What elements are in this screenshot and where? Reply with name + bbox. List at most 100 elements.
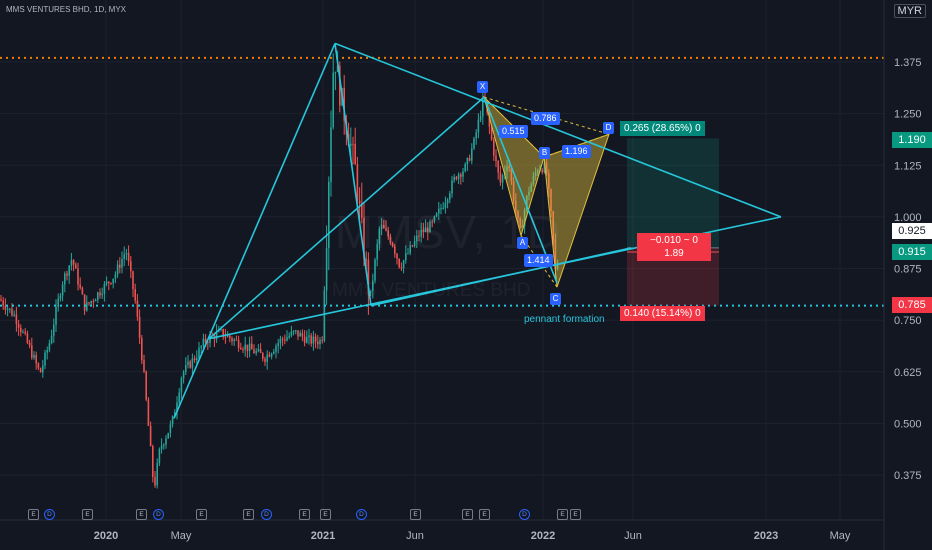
dividend-event-icon[interactable]: D (356, 509, 367, 520)
candle-body (321, 339, 323, 341)
candle-body (77, 268, 79, 285)
candle-body (532, 175, 535, 185)
candle-body (97, 292, 99, 300)
candle-body (2, 300, 4, 306)
candle-body (358, 200, 361, 204)
candle-body (46, 350, 48, 353)
candle-body (457, 174, 460, 180)
candle-body (413, 240, 416, 247)
candle-body (141, 338, 143, 361)
candle-body (6, 308, 9, 310)
price-axis[interactable]: 1.375 1.250 1.125 1.000 0.875 0.750 0.625 0.500… (883, 0, 922, 550)
candle-body (196, 357, 198, 361)
candle-body (262, 352, 264, 359)
x-tick-label: May (171, 530, 192, 542)
earnings-event-icon[interactable]: E (136, 509, 147, 520)
candle-body (290, 331, 293, 336)
candle-body (20, 327, 22, 332)
candle-body (352, 143, 354, 145)
candle-body (418, 235, 420, 237)
y-tick-label: 0.500 (894, 418, 922, 430)
candle-body (396, 253, 398, 259)
y-tick-label: 0.750 (894, 315, 922, 327)
earnings-event-icon[interactable]: E (479, 509, 490, 520)
position-current-value: −0.010 ~ 0 (650, 235, 698, 246)
candle-body (200, 346, 202, 348)
candle-body (101, 293, 103, 296)
grid-lines (0, 0, 884, 520)
candle-body (517, 210, 519, 218)
candle-body (490, 126, 493, 140)
time-axis[interactable]: 2020 May 2021 Jun 2022 Jun 2023 May (0, 519, 884, 542)
candle-body (169, 424, 172, 433)
candle-body (521, 226, 524, 228)
candle-body (127, 252, 130, 262)
candle-body (207, 342, 209, 344)
candle-body (380, 224, 383, 229)
pattern-annotation: pennant formation (524, 314, 605, 325)
earnings-event-icon[interactable]: E (410, 509, 421, 520)
earnings-event-icon[interactable]: E (462, 509, 473, 520)
candle-body (160, 445, 163, 449)
candle-body (497, 161, 499, 173)
candle-body (310, 335, 312, 344)
currency-button[interactable]: MYR (893, 4, 926, 18)
earnings-event-icon[interactable]: E (196, 509, 207, 520)
candle-body (499, 172, 502, 183)
candle-body (391, 243, 394, 247)
earnings-event-icon[interactable]: E (557, 509, 568, 520)
candle-body (306, 336, 308, 343)
candle-body (163, 444, 165, 446)
candle-body (411, 245, 414, 247)
price-tag-close: 0.915 (892, 244, 932, 260)
candle-body (180, 378, 183, 393)
candle-body (372, 280, 374, 291)
candle-body (99, 292, 101, 296)
candle-body (0, 299, 2, 301)
target-label[interactable]: 0.265 (28.65%) 0 (620, 121, 705, 136)
candle-body (235, 339, 238, 341)
candle-body (299, 333, 301, 337)
dividend-event-icon[interactable]: D (519, 509, 530, 520)
dividend-event-icon[interactable]: D (153, 509, 164, 520)
earnings-event-icon[interactable]: E (299, 509, 310, 520)
candle-body (440, 208, 442, 210)
trend-line (370, 247, 632, 307)
candle-body (246, 344, 249, 352)
earnings-event-icon[interactable]: E (28, 509, 39, 520)
dividend-event-icon[interactable]: D (261, 509, 272, 520)
candle-body (506, 166, 508, 172)
candle-body (281, 338, 284, 340)
candle-body (545, 162, 548, 174)
candle-body (255, 351, 257, 354)
candle-body (268, 354, 271, 357)
candle-body (387, 230, 389, 237)
earnings-event-icon[interactable]: E (82, 509, 93, 520)
candle-body (191, 358, 194, 368)
candle-body (233, 339, 235, 342)
earnings-event-icon[interactable]: E (570, 509, 581, 520)
candle-body (66, 273, 68, 276)
candle-body (229, 335, 231, 339)
candle-body (248, 343, 251, 352)
earnings-event-icon[interactable]: E (243, 509, 254, 520)
candle-body (449, 193, 451, 200)
earnings-event-icon[interactable]: E (320, 509, 331, 520)
candle-body (548, 173, 550, 190)
candle-body (50, 335, 53, 344)
y-tick-label: 1.000 (894, 212, 922, 224)
candle-body (367, 259, 370, 294)
point-b-label: B (539, 147, 550, 159)
candle-body (222, 329, 224, 337)
candle-body (94, 299, 97, 302)
ratio-label: 0.515 (499, 125, 528, 138)
candle-body (277, 343, 279, 347)
candle-body (88, 302, 90, 304)
position-current-label[interactable]: −0.010 ~ 0 1.89 (637, 233, 711, 261)
candle-body (178, 392, 180, 403)
stop-label[interactable]: 0.140 (15.14%) 0 (620, 306, 705, 321)
dividend-event-icon[interactable]: D (44, 509, 55, 520)
candle-body (394, 246, 396, 254)
candle-body (81, 287, 84, 295)
